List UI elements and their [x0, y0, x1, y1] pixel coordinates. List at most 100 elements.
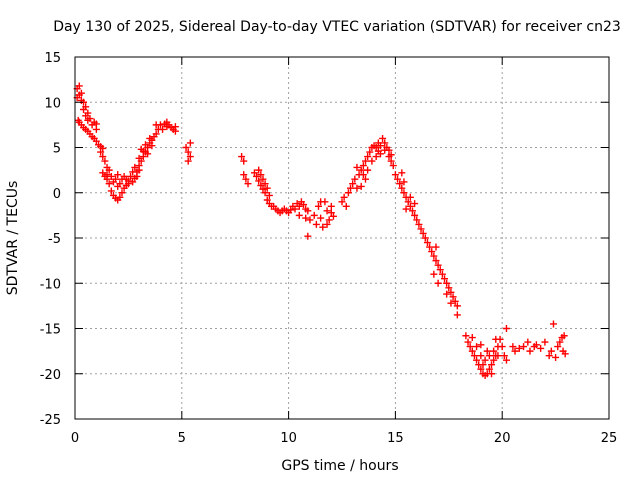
- data-point: [124, 177, 132, 185]
- data-point: [451, 297, 459, 305]
- data-point: [479, 361, 487, 369]
- data-point: [263, 196, 271, 204]
- data-point: [242, 175, 250, 183]
- data-point: [387, 151, 395, 159]
- data-point: [408, 207, 416, 215]
- data-point: [502, 325, 510, 332]
- data-point: [263, 184, 271, 192]
- data-point: [413, 216, 421, 224]
- data-point: [411, 211, 419, 219]
- data-point: [430, 252, 438, 260]
- data-point: [306, 216, 314, 224]
- data-point: [261, 189, 269, 197]
- data-point: [244, 180, 252, 188]
- data-point: [545, 352, 553, 360]
- data-point: [295, 211, 303, 219]
- grid-layer: [75, 57, 609, 419]
- data-point: [103, 171, 111, 179]
- data-point: [114, 171, 122, 179]
- data-point: [99, 169, 107, 177]
- data-point: [323, 220, 331, 228]
- data-point: [477, 352, 485, 360]
- data-point: [240, 171, 248, 179]
- data-point: [396, 180, 404, 188]
- data-point: [107, 187, 115, 195]
- data-point: [473, 343, 481, 351]
- data-point: [77, 89, 85, 97]
- data-point: [351, 175, 359, 183]
- data-point: [344, 189, 352, 197]
- data-point: [107, 172, 115, 180]
- data-point: [432, 243, 440, 251]
- data-point: [364, 153, 372, 161]
- data-point: [453, 311, 461, 319]
- data-point: [105, 166, 113, 174]
- data-point: [498, 343, 506, 351]
- data-point: [387, 157, 395, 165]
- data-point: [488, 370, 496, 378]
- data-point: [257, 171, 265, 179]
- data-point: [184, 148, 192, 156]
- data-point: [381, 139, 389, 147]
- data-point: [406, 193, 414, 201]
- data-point: [502, 356, 510, 364]
- data-point: [468, 347, 476, 355]
- data-point: [438, 270, 446, 278]
- y-tick-label: 5: [53, 142, 61, 157]
- data-point: [449, 293, 457, 301]
- y-tick-label: -5: [48, 232, 61, 247]
- data-point: [549, 320, 557, 328]
- data-point: [485, 352, 493, 360]
- data-point: [477, 365, 485, 373]
- data-point: [131, 163, 139, 171]
- data-point: [359, 171, 367, 179]
- y-tick-label: -15: [40, 323, 61, 338]
- y-tick-label: 15: [44, 51, 61, 66]
- data-point: [415, 220, 423, 228]
- data-point: [560, 332, 568, 340]
- data-point: [312, 220, 320, 228]
- data-point: [325, 216, 333, 224]
- data-point: [240, 157, 248, 165]
- data-point: [315, 202, 323, 210]
- data-point: [411, 200, 419, 208]
- data-point: [156, 121, 164, 129]
- data-point: [434, 279, 442, 287]
- data-point: [359, 162, 367, 170]
- data-point: [171, 123, 179, 131]
- data-point: [366, 148, 374, 156]
- data-point: [329, 212, 337, 220]
- data-point: [361, 175, 369, 183]
- data-point: [321, 198, 329, 206]
- data-point: [470, 352, 478, 360]
- data-point: [477, 341, 485, 349]
- data-point: [511, 347, 519, 355]
- data-point: [99, 144, 107, 152]
- y-tick-label: -25: [40, 413, 61, 428]
- data-point: [419, 229, 427, 237]
- data-point: [129, 178, 137, 186]
- x-axis-label: GPS time / hours: [281, 458, 398, 474]
- data-point: [84, 109, 92, 117]
- data-point: [483, 347, 491, 355]
- data-point: [291, 205, 299, 213]
- data-point: [515, 344, 523, 352]
- data-point: [443, 279, 451, 287]
- data-point: [541, 338, 549, 346]
- data-point: [135, 166, 143, 174]
- data-point: [118, 189, 126, 197]
- data-point: [92, 137, 100, 145]
- data-point: [462, 332, 470, 340]
- data-point: [327, 202, 335, 210]
- data-point: [490, 356, 498, 364]
- data-point: [379, 134, 387, 142]
- data-point: [112, 175, 120, 183]
- x-tick-label: 5: [178, 431, 186, 446]
- data-point: [184, 157, 192, 165]
- x-tick-label: 10: [280, 431, 297, 446]
- data-point: [146, 134, 154, 142]
- data-point: [381, 146, 389, 154]
- data-point: [402, 205, 410, 213]
- data-point: [357, 166, 365, 174]
- data-point: [554, 343, 562, 351]
